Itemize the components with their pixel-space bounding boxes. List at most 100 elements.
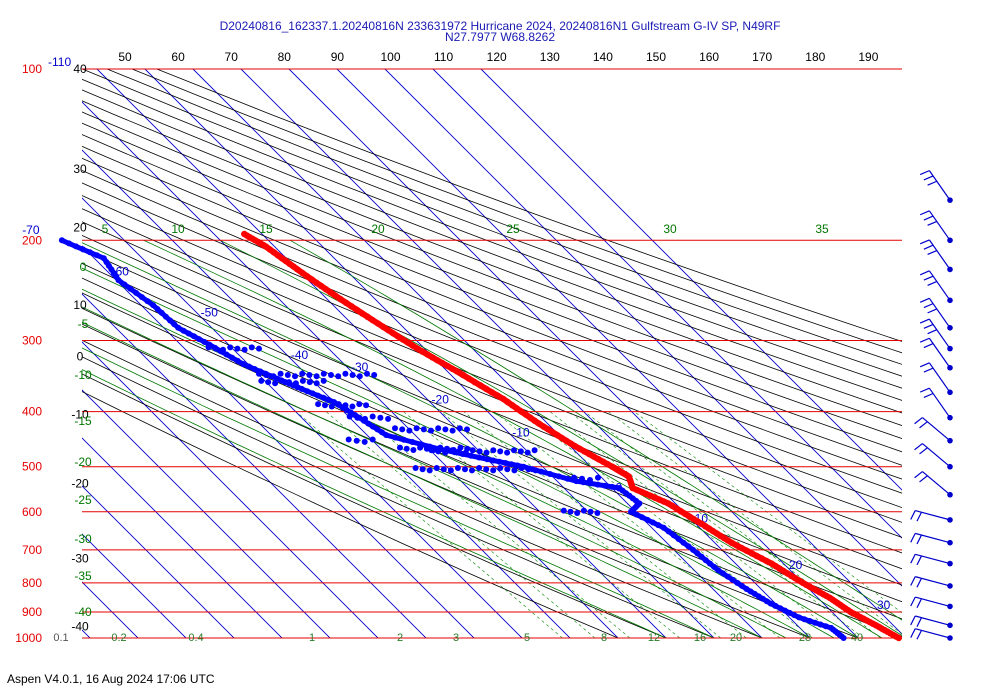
dewpoint-point — [212, 345, 219, 352]
dewpoint-point — [574, 510, 581, 516]
dewpoint-point — [86, 249, 93, 256]
dewpoint-point — [292, 380, 299, 387]
dewpoint-point — [567, 508, 574, 515]
dewpoint-point — [409, 439, 416, 445]
wind-barb-flag — [919, 421, 928, 429]
temperature-point — [308, 276, 315, 283]
wind-barb-station — [947, 345, 953, 352]
temperature-point — [449, 365, 456, 372]
height-label: 20 — [73, 221, 87, 235]
wind-barb-flag — [910, 554, 916, 564]
wind-barb — [910, 596, 953, 610]
wind-barb — [919, 337, 953, 371]
dewpoint-point — [502, 460, 509, 466]
dewpoint-point — [406, 427, 413, 434]
dewpoint-point — [410, 447, 417, 453]
dewpoint-point — [538, 468, 545, 475]
wind-barb-staff — [922, 443, 951, 468]
dewpoint-point — [670, 532, 677, 539]
mixing-ratio-label: 0.2 — [111, 632, 126, 644]
dry-adiabat — [82, 122, 902, 439]
dewpoint-point — [342, 402, 349, 409]
dewpoint-point — [483, 466, 490, 473]
dewpoint-point — [385, 415, 392, 422]
dewpoint-point — [715, 567, 722, 574]
dewpoint-point — [580, 507, 587, 514]
mixing-ratio-label: 0.4 — [188, 632, 203, 644]
wind-barb-flag — [910, 628, 916, 638]
dewpoint-point — [248, 344, 255, 351]
dewpoint-point — [277, 370, 284, 377]
dry-adiabat — [82, 373, 667, 638]
dewpoint-point — [315, 401, 322, 408]
top-scale-label: 80 — [278, 50, 292, 64]
dewpoint-point — [564, 475, 571, 482]
dewpoint-point — [180, 327, 187, 334]
isotherm-line — [82, 533, 187, 638]
dewpoint-point — [791, 612, 798, 619]
dewpoint-point — [322, 402, 328, 409]
dewpoint-point — [320, 370, 327, 377]
dewpoint-point — [449, 447, 456, 454]
isotherm-label: -50 — [201, 306, 219, 320]
dewpoint-point — [628, 508, 634, 515]
top-scale-label: 50 — [118, 50, 132, 64]
dewpoint-point — [633, 511, 640, 518]
dewpoint-point — [420, 426, 427, 433]
moist-adiabat-label: 5 — [102, 222, 109, 236]
dewpoint-point — [392, 434, 399, 441]
dewpoint-point — [417, 444, 424, 451]
dewpoint-point — [483, 449, 490, 456]
dewpoint-point — [201, 338, 208, 345]
temperature-point — [576, 445, 583, 452]
dewpoint-point — [601, 482, 608, 489]
wind-barb-flag — [914, 443, 923, 451]
dewpoint-point — [812, 619, 819, 626]
dewpoint-point — [279, 377, 286, 384]
dewpoint-point — [734, 579, 741, 586]
isotherm-line — [336, 69, 902, 635]
dewpoint-point — [840, 635, 847, 641]
moist-adiabat-label: 10 — [171, 222, 185, 236]
dry-adiabat — [106, 69, 902, 365]
mixing-ratio-line — [493, 411, 781, 638]
dewpoint-point — [234, 345, 241, 352]
temperature-point — [369, 316, 376, 324]
dewpoint-point — [476, 465, 483, 471]
dewpoint-point — [595, 474, 601, 481]
mixing-ratio-label: 5 — [524, 632, 530, 644]
wind-barb-flag — [910, 596, 916, 607]
dewpoint-point — [476, 448, 483, 455]
temperature-point — [389, 330, 397, 337]
dewpoint-point — [464, 426, 470, 433]
wind-barb-flag — [927, 280, 938, 286]
wind-barb — [919, 239, 953, 273]
pressure-label: 1000 — [15, 631, 42, 645]
wind-barb-flag — [916, 578, 923, 588]
temperature-point — [342, 299, 350, 306]
top-scale-label: 190 — [858, 50, 878, 64]
pressure-label: 100 — [22, 62, 42, 76]
dewpoint-point — [490, 467, 497, 474]
dewpoint-point — [328, 403, 335, 410]
temperature-point — [581, 448, 588, 455]
dewpoint-point — [364, 370, 370, 377]
dewpoint-point — [371, 372, 378, 378]
dewpoint-point — [504, 466, 511, 473]
wind-barb-station — [947, 635, 953, 641]
wind-barb-staff — [928, 270, 951, 301]
dewpoint-point — [354, 414, 361, 421]
dewpoint-point — [240, 361, 247, 367]
dewpoint-point — [227, 344, 234, 351]
top-scale-label: 70 — [225, 50, 239, 64]
dewpoint-point — [171, 321, 178, 328]
theta-label: -35 — [74, 569, 92, 583]
dewpoint-point — [365, 420, 372, 427]
dewpoint-point — [476, 454, 483, 461]
wind-barb-flag — [919, 170, 930, 176]
theta-label: -10 — [74, 368, 92, 382]
dewpoint-point — [346, 413, 353, 420]
dewpoint-point — [220, 346, 226, 353]
height-label: -20 — [71, 476, 89, 490]
